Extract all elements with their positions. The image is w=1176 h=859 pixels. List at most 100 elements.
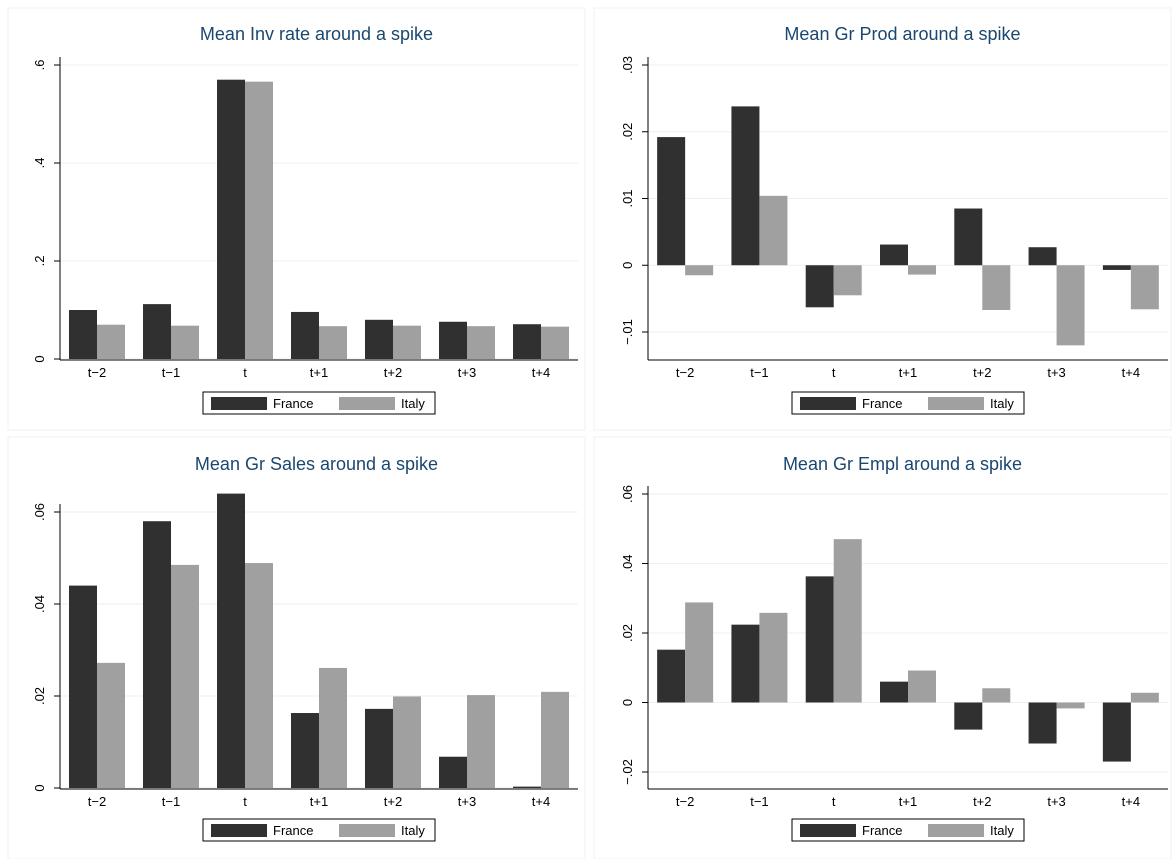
x-tick-label: t+3	[1047, 794, 1065, 809]
legend-swatch-france	[800, 397, 856, 410]
y-tick-label: .02	[620, 123, 635, 141]
bar-italy-4	[908, 670, 936, 703]
y-tick-label: 0	[620, 699, 635, 706]
y-tick-label: .2	[32, 256, 47, 267]
x-tick-label: t+2	[973, 794, 991, 809]
bar-italy-6	[467, 326, 495, 359]
y-tick-label: .02	[620, 624, 635, 642]
x-tick-label: t+2	[384, 794, 402, 809]
legend-swatch-italy	[928, 397, 984, 410]
legend-label-france: France	[862, 823, 902, 838]
bar-france-1	[657, 649, 686, 703]
bar-france-2	[143, 521, 171, 788]
bar-france-1	[657, 137, 686, 266]
bar-italy-1	[97, 324, 125, 359]
legend-swatch-france	[211, 824, 267, 837]
bar-italy-7	[1130, 692, 1159, 703]
legend-swatch-france	[800, 824, 856, 837]
y-tick-label: 0	[32, 355, 47, 362]
bar-france-4	[880, 244, 908, 266]
bar-italy-6	[467, 695, 495, 788]
bar-italy-1	[685, 265, 714, 276]
chart-title: Mean Inv rate around a spike	[200, 24, 433, 44]
legend: France Italy	[202, 818, 436, 842]
y-tick-label: .01	[620, 189, 635, 207]
y-tick-label: −.02	[620, 759, 635, 785]
bar-france-7	[1102, 702, 1131, 762]
x-tick-label: t+4	[1122, 365, 1140, 380]
bar-france-1	[69, 585, 97, 788]
x-tick-label: t+1	[899, 365, 917, 380]
plot-area	[648, 486, 1168, 789]
x-tick-label: t+4	[1122, 794, 1140, 809]
bar-italy-4	[319, 326, 347, 359]
y-tick-label: .04	[32, 595, 47, 613]
plot-area	[648, 57, 1168, 360]
bar-italy-5	[393, 696, 421, 788]
y-tick-label: 0	[620, 262, 635, 269]
chart-panel-4: Mean Gr Empl around a spike −.02 0 .02 .04 .0…	[593, 436, 1172, 859]
y-tick-label: .6	[32, 60, 47, 71]
legend-label-italy: Italy	[401, 396, 425, 411]
bar-italy-6	[1056, 702, 1085, 709]
bar-italy-5	[982, 688, 1011, 703]
x-tick-label: t−2	[676, 365, 694, 380]
bar-france-6	[439, 756, 467, 788]
legend-label-italy: Italy	[990, 823, 1014, 838]
bar-italy-5	[393, 325, 421, 359]
legend-swatch-italy	[339, 824, 395, 837]
legend-label-italy: Italy	[990, 396, 1014, 411]
y-tick-label: −.01	[620, 319, 635, 345]
x-tick-label: t−1	[750, 794, 768, 809]
x-tick-label: t−1	[162, 794, 180, 809]
bar-france-7	[1102, 265, 1131, 270]
x-tick-label: t+2	[384, 365, 402, 380]
x-tick-label: t+2	[973, 365, 991, 380]
x-tick-label: t+1	[310, 794, 328, 809]
x-tick-label: t	[832, 794, 836, 809]
bar-italy-3	[245, 563, 273, 788]
y-tick-label: .03	[620, 56, 635, 74]
bar-italy-7	[1130, 265, 1159, 310]
bar-italy-2	[171, 325, 199, 359]
bar-italy-6	[1056, 265, 1085, 346]
bar-france-6	[439, 321, 467, 359]
bar-france-2	[143, 304, 171, 359]
bar-france-5	[954, 208, 983, 266]
chart-panel-1: Mean Inv rate around a spike 0 .2 .4 .6 t−2 t−…	[7, 7, 586, 431]
bar-france-6	[1028, 702, 1057, 744]
legend: France Italy	[791, 391, 1025, 415]
x-tick-label: t−2	[88, 365, 106, 380]
legend-swatch-italy	[339, 397, 395, 410]
chart-panel-2: Mean Gr Prod around a spike −.01 0 .01 .02 .0…	[593, 7, 1172, 431]
bar-france-3	[805, 576, 834, 703]
bar-italy-1	[685, 602, 714, 703]
x-tick-label: t+4	[532, 794, 550, 809]
y-tick-label: .4	[32, 158, 47, 169]
chart-panel-3: Mean Gr Sales around a spike 0 .02 .04 .06 t−…	[7, 436, 586, 859]
legend-label-italy: Italy	[401, 823, 425, 838]
x-tick-label: t	[243, 794, 247, 809]
bar-italy-1	[97, 662, 125, 788]
bar-france-5	[954, 702, 983, 730]
bar-italy-5	[982, 265, 1011, 310]
bar-france-5	[365, 319, 393, 359]
x-tick-label: t−2	[676, 794, 694, 809]
x-tick-label: t+1	[899, 794, 917, 809]
bar-france-2	[731, 106, 760, 266]
x-tick-label: t−1	[162, 365, 180, 380]
y-tick-label: .06	[32, 503, 47, 521]
y-tick-label: 0	[32, 784, 47, 791]
x-tick-label: t+3	[1047, 365, 1065, 380]
bar-france-2	[731, 624, 760, 703]
bar-france-4	[880, 681, 908, 703]
bar-france-6	[1028, 247, 1057, 266]
bar-italy-2	[171, 564, 199, 788]
bar-france-5	[365, 708, 393, 788]
x-tick-label: t−1	[750, 365, 768, 380]
chart-title: Mean Gr Empl around a spike	[783, 454, 1022, 474]
bar-italy-2	[759, 195, 788, 266]
bar-france-1	[69, 310, 97, 359]
bar-italy-2	[759, 612, 788, 703]
